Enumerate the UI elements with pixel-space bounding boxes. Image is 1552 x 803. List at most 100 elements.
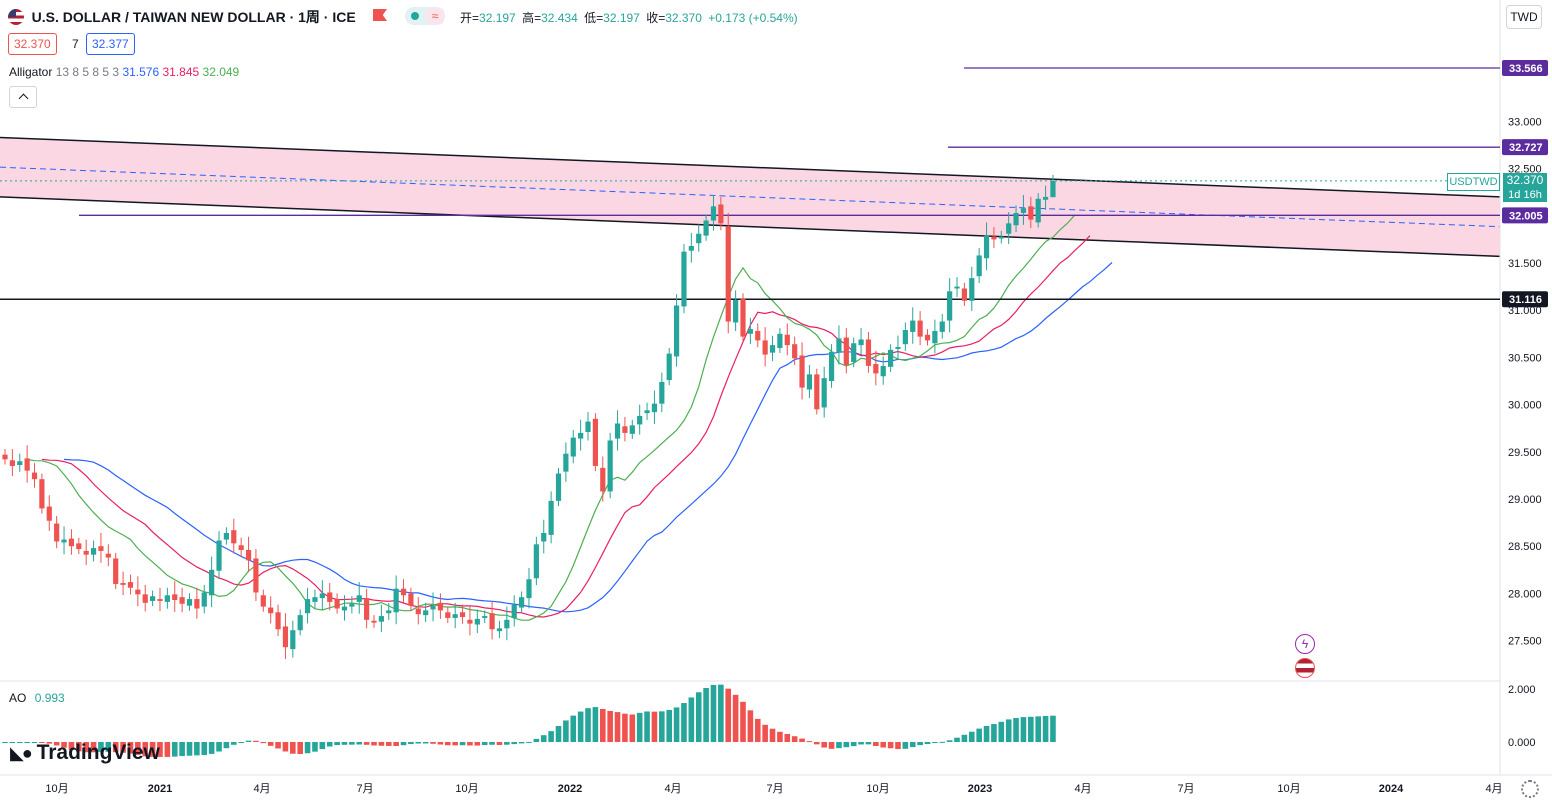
candle-body[interactable] — [245, 549, 252, 561]
candle-body[interactable] — [607, 440, 613, 492]
candle-body[interactable] — [836, 338, 842, 353]
candle-body[interactable] — [991, 236, 997, 240]
candle-body[interactable] — [113, 558, 119, 584]
candle-body[interactable] — [777, 333, 783, 348]
candle-body[interactable] — [39, 479, 45, 509]
candle-body[interactable] — [533, 544, 539, 579]
candle-body[interactable] — [570, 437, 576, 457]
candle-body[interactable] — [437, 602, 444, 611]
candle-body[interactable] — [895, 347, 901, 349]
candle-body[interactable] — [253, 558, 259, 593]
candle-body[interactable] — [150, 596, 156, 601]
candle-body[interactable] — [1006, 223, 1012, 234]
candle-body[interactable] — [880, 365, 886, 377]
candle-body[interactable] — [423, 610, 429, 616]
candle-body[interactable] — [755, 330, 761, 341]
candle-body[interactable] — [637, 415, 643, 425]
candle-body[interactable] — [98, 546, 104, 551]
candle-body[interactable] — [415, 608, 421, 615]
candle-body[interactable] — [629, 425, 635, 434]
candle-body[interactable] — [1028, 206, 1034, 220]
candle-body[interactable] — [445, 612, 451, 618]
candle-body[interactable] — [489, 613, 495, 630]
candle-body[interactable] — [769, 345, 776, 353]
candle-body[interactable] — [851, 343, 857, 363]
candle-body[interactable] — [1050, 180, 1056, 198]
candle-body[interactable] — [467, 619, 473, 624]
candle-body[interactable] — [563, 453, 569, 472]
candle-body[interactable] — [762, 340, 768, 355]
candle-body[interactable] — [1013, 212, 1019, 226]
candle-body[interactable] — [541, 532, 547, 542]
candle-body[interactable] — [76, 543, 82, 550]
candle-body[interactable] — [127, 582, 134, 588]
candle-body[interactable] — [710, 206, 717, 221]
trend-channel-upper[interactable] — [0, 136, 1501, 198]
candle-body[interactable] — [806, 374, 813, 390]
symbol-header[interactable]: U.S. DOLLAR / TAIWAN NEW DOLLAR · 1周 · I… — [8, 7, 356, 27]
candle-body[interactable] — [364, 598, 370, 620]
us-flag-event-icon[interactable] — [1295, 658, 1315, 678]
candle-body[interactable] — [179, 597, 185, 604]
candle-body[interactable] — [17, 461, 23, 466]
trend-channel-midline[interactable] — [0, 166, 1501, 228]
candle-body[interactable] — [548, 500, 554, 535]
candle-body[interactable] — [1035, 198, 1041, 223]
candle-body[interactable] — [327, 592, 333, 602]
candle-body[interactable] — [142, 594, 148, 603]
candle-body[interactable] — [858, 339, 864, 346]
candle-body[interactable] — [24, 458, 30, 471]
candle-body[interactable] — [90, 548, 97, 555]
sell-button[interactable]: 32.370 — [8, 33, 57, 55]
candle-body[interactable] — [747, 329, 753, 334]
candle-body[interactable] — [983, 235, 990, 259]
candle-body[interactable] — [371, 620, 377, 623]
candle-body[interactable] — [393, 588, 399, 613]
candle-body[interactable] — [216, 540, 222, 571]
candle-body[interactable] — [998, 236, 1004, 239]
candle-body[interactable] — [592, 418, 598, 466]
candle-body[interactable] — [120, 583, 126, 585]
candle-body[interactable] — [61, 539, 67, 543]
candle-body[interactable] — [46, 506, 52, 521]
candle-body[interactable] — [947, 291, 953, 321]
candle-body[interactable] — [459, 612, 466, 617]
candle-body[interactable] — [452, 614, 458, 618]
candle-body[interactable] — [600, 467, 606, 492]
ao-legend[interactable]: AO 0.993 — [9, 691, 65, 705]
candle-body[interactable] — [341, 606, 348, 611]
candle-body[interactable] — [614, 423, 621, 439]
candle-body[interactable] — [865, 339, 872, 366]
candle-body[interactable] — [681, 251, 687, 307]
candle-body[interactable] — [902, 330, 908, 345]
candle-body[interactable] — [408, 593, 414, 606]
candle-body[interactable] — [9, 460, 15, 466]
candle-body[interactable] — [319, 593, 325, 599]
candle-body[interactable] — [814, 374, 820, 410]
candle-body[interactable] — [821, 378, 827, 408]
candle-body[interactable] — [961, 288, 967, 301]
trend-channel-lower[interactable] — [0, 196, 1501, 258]
candle-body[interactable] — [740, 298, 746, 337]
alligator-lips-line[interactable] — [26, 214, 1076, 621]
candle-body[interactable] — [526, 579, 532, 599]
candle-body[interactable] — [917, 320, 923, 337]
candle-body[interactable] — [873, 364, 879, 374]
candle-body[interactable] — [231, 530, 237, 544]
alligator-jaw-line[interactable] — [63, 262, 1113, 613]
candle-body[interactable] — [290, 630, 296, 650]
candle-body[interactable] — [504, 619, 510, 629]
candle-body[interactable] — [268, 607, 274, 614]
candle-body[interactable] — [304, 599, 311, 614]
collapse-legend-button[interactable] — [9, 86, 37, 108]
candle-body[interactable] — [969, 278, 975, 301]
currency-button[interactable]: TWD — [1506, 5, 1542, 29]
candle-body[interactable] — [68, 538, 75, 547]
candle-body[interactable] — [2, 454, 8, 460]
alligator-legend[interactable]: Alligator 13 8 5 8 5 3 31.576 31.845 32.… — [9, 65, 239, 79]
candle-body[interactable] — [585, 421, 591, 432]
candle-body[interactable] — [1042, 196, 1049, 200]
candle-body[interactable] — [555, 473, 562, 501]
buy-button[interactable]: 32.377 — [86, 33, 135, 55]
